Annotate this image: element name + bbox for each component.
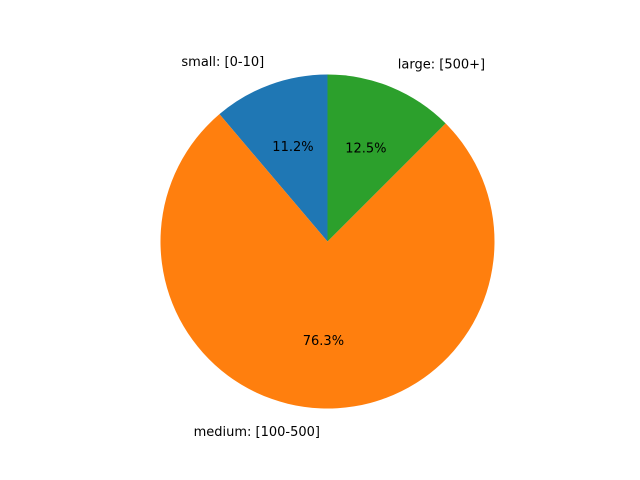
pie-slice-1 [160,114,495,409]
pie-slices [160,74,495,409]
pie-category-label-2: large: [500+] [398,58,485,73]
pie-slice-0 [219,74,328,242]
pie-pct-label-2: 12.5% [345,141,386,156]
pie-pct-label-1: 76.3% [303,334,344,349]
pie-slice-2 [327,74,446,242]
pie-pct-label-0: 11.2% [272,140,313,155]
pie-category-label-1: medium: [100-500] [194,425,320,440]
pie-labels: 11.2% small: [0-10] 76.3% medium: [100-500]… [181,55,485,440]
pie-category-label-0: small: [0-10] [181,55,264,70]
